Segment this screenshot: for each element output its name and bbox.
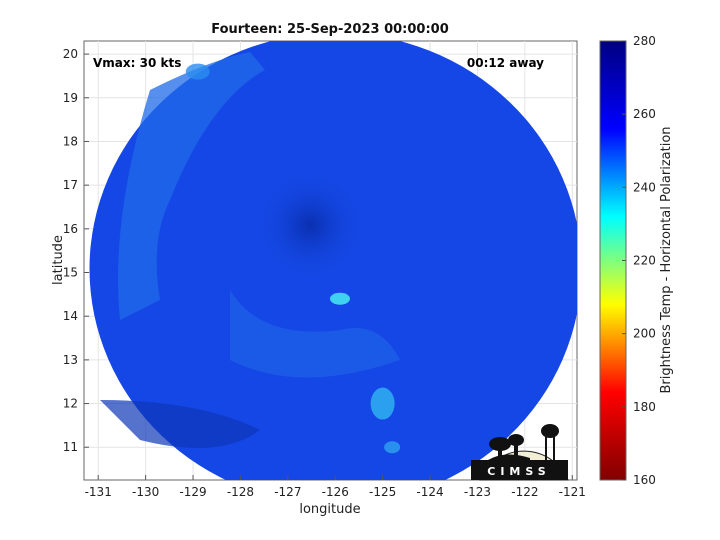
colorbar-tick-label: 240: [633, 180, 656, 194]
y-tick-label: 15: [63, 266, 78, 280]
colorbar-tick-label: 220: [633, 254, 656, 268]
warm-feature-southeast: [384, 441, 401, 454]
warm-feature-south: [370, 387, 395, 420]
cimss-logo: CIMSS: [471, 424, 569, 481]
colorbar-tick-label: 200: [633, 327, 656, 341]
cloud-band-south: [230, 290, 400, 378]
chart-title: Fourteen: 25-Sep-2023 00:00:00: [211, 22, 449, 37]
x-tick-label: -126: [322, 485, 349, 499]
y-tick-label: 17: [63, 178, 78, 192]
x-tick-label: -127: [274, 485, 301, 499]
time-away-annotation: 00:12 away: [467, 56, 544, 70]
swath-group: [89, 41, 577, 480]
x-axis-ticks: -131 -130 -129 -128 -127 -126 -125 -124 -123 -122…: [85, 475, 586, 499]
y-tick-label: 16: [63, 222, 78, 236]
colorbar-tick-label: 280: [633, 34, 656, 48]
x-tick-label: -125: [369, 485, 396, 499]
x-tick-label: -131: [85, 485, 112, 499]
y-tick-label: 19: [63, 91, 78, 105]
y-tick-label: 20: [63, 47, 78, 61]
x-tick-label: -123: [464, 485, 491, 499]
x-tick-label: -124: [416, 485, 443, 499]
y-tick-label: 12: [63, 397, 78, 411]
cloud-band-west: [118, 52, 265, 320]
x-tick-label: -129: [179, 485, 206, 499]
colorbar-tick-label: 180: [633, 400, 656, 414]
x-tick-label: -122: [511, 485, 538, 499]
cold-region-southwest: [100, 400, 260, 448]
x-tick-label: -128: [227, 485, 254, 499]
y-tick-label: 14: [63, 309, 78, 323]
logo-text: CIMSS: [487, 465, 550, 478]
y-tick-label: 11: [63, 440, 78, 454]
colorbar-ticks: 160 180 200 220 240 260 280: [622, 34, 656, 487]
colorbar-tick-label: 260: [633, 107, 656, 121]
x-tick-label: -121: [559, 485, 586, 499]
storm-core: [255, 170, 365, 280]
warm-feature-center: [329, 292, 350, 305]
colorbar-tick-label: 160: [633, 473, 656, 487]
y-tick-label: 13: [63, 353, 78, 367]
vmax-annotation: Vmax: 30 kts: [93, 56, 181, 70]
y-axis-ticks: 11 12 13 14 15 16 17 18 19 20: [63, 47, 89, 454]
x-tick-label: -130: [132, 485, 159, 499]
y-axis-label: latitude: [51, 235, 66, 285]
colorbar: [599, 40, 627, 481]
y-tick-label: 18: [63, 134, 78, 148]
x-axis-label: longitude: [299, 502, 360, 517]
colorbar-label: Brightness Temp - Horizontal Polarizatio…: [659, 126, 674, 393]
warm-feature-north: [185, 63, 210, 80]
